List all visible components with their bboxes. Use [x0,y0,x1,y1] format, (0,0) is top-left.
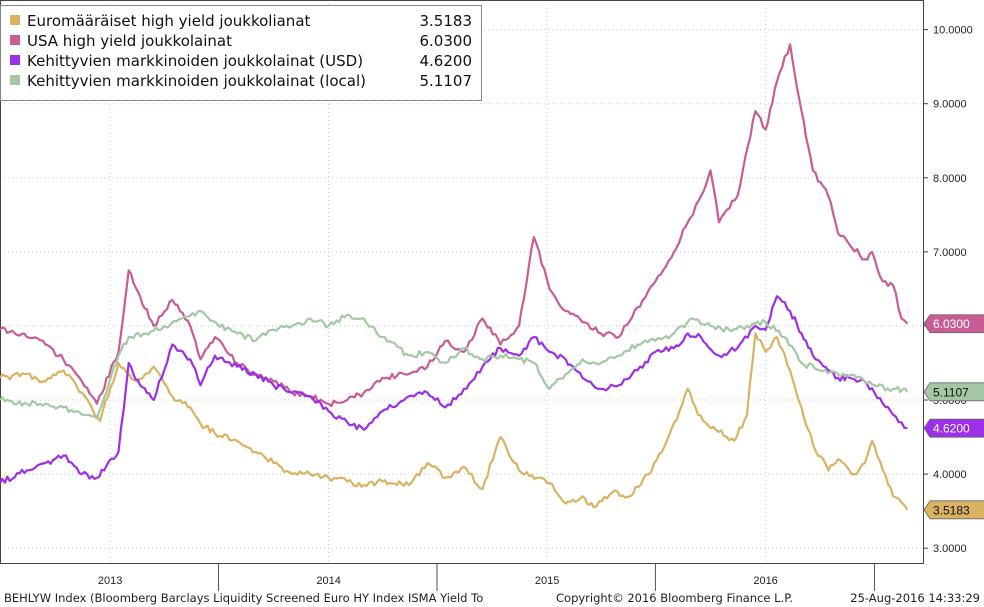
x-tick-label: 2015 [535,575,559,587]
legend-label: Euromääräiset high yield joukkolianat [27,12,311,30]
legend-last-value: 6.0300 [420,32,473,50]
last-value-tag: 5.1107 [923,382,984,402]
y-tick-label: 7.0000 [933,247,967,259]
last-value-tag: 3.5183 [923,500,984,520]
y-tick-label: 4.0000 [933,469,967,481]
legend: Euromääräiset high yield joukkolianat 3.… [0,5,482,101]
y-tick-label: 3.0000 [933,543,967,555]
legend-label: Kehittyvien markkinoiden joukkolainat (U… [27,52,363,70]
legend-last-value: 4.6200 [420,52,473,70]
legend-entry: Euromääräiset high yield joukkolianat 3.… [10,12,472,30]
legend-entry: USA high yield joukkolainat 6.0300 [10,32,472,50]
last-value-tag-label: 6.0300 [933,317,970,331]
x-tick-label: 2013 [98,575,122,587]
last-value-tag-shape [923,382,984,402]
last-value-tag: 4.6200 [923,418,984,438]
series-layer [0,43,909,511]
legend-last-value: 5.1107 [420,72,473,90]
legend-box [0,5,482,101]
series-line [0,43,909,408]
legend-entry: Kehittyvien markkinoiden joukkolainat (U… [10,52,472,70]
legend-swatch [10,35,20,45]
legend-label: USA high yield joukkolainat [27,32,232,50]
last-value-tags: 3.5183 6.0300 4.6200 5.1107 [923,314,984,520]
y-tick-label: 10.0000 [933,25,973,37]
last-value-tag-label: 3.5183 [933,503,970,517]
y-tick-label: 8.0000 [933,173,967,185]
last-value-tag-shape [923,314,984,334]
legend-label: Kehittyvien markkinoiden joukkolainat (l… [27,72,366,90]
y-tick-label: 9.0000 [933,99,967,111]
x-tick-label: 2014 [316,575,340,587]
x-axis: 2013 2014 2015 2016 [98,563,876,591]
last-value-tag-label: 5.1107 [933,385,969,399]
last-value-tag: 6.0300 [923,314,984,334]
legend-last-value: 3.5183 [420,12,473,30]
series-line [0,310,909,420]
series-line [0,295,908,484]
legend-swatch [10,75,20,85]
copyright-text: Copyright© 2016 Bloomberg Finance L.P. [556,591,793,605]
legend-swatch [10,15,20,25]
last-value-tag-label: 4.6200 [933,422,970,436]
footer: BEHLYW Index (Bloomberg Barclays Liquidi… [4,591,980,605]
timestamp: 25-Aug-2016 14:33:29 [850,591,980,605]
series-line [0,332,909,511]
legend-swatch [10,55,20,65]
index-description: BEHLYW Index (Bloomberg Barclays Liquidi… [4,591,483,605]
last-value-tag-shape [923,500,984,520]
last-value-tag-shape [923,418,984,438]
legend-entry: Kehittyvien markkinoiden joukkolainat (l… [10,72,472,90]
x-tick-label: 2016 [753,575,777,587]
